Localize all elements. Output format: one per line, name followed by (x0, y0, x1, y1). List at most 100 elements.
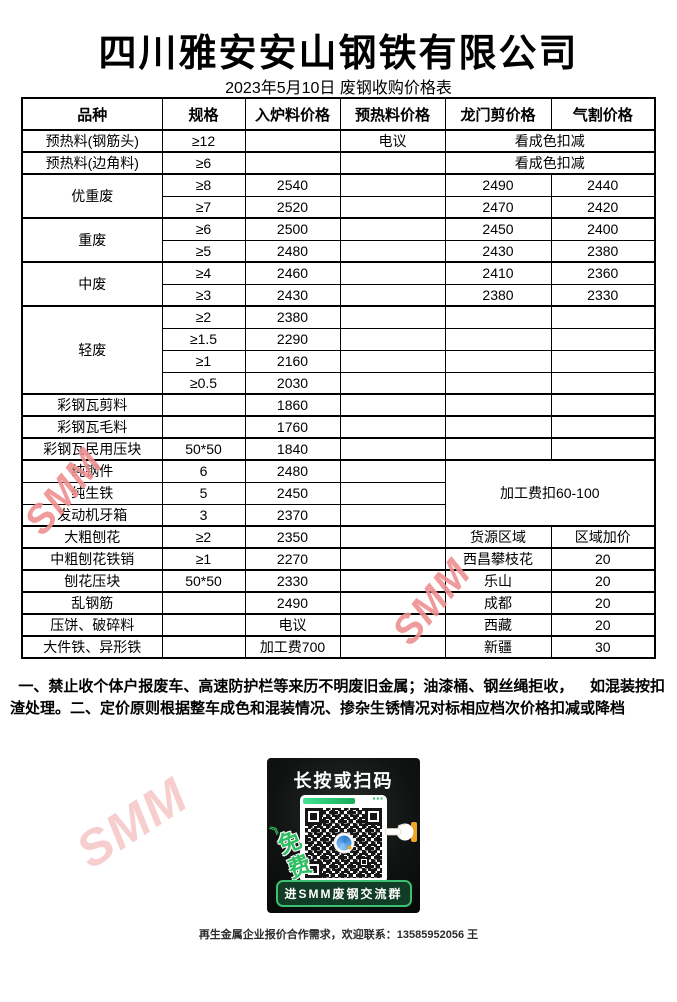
table-cell-category: 预热料(钢筋头) (21, 129, 163, 153)
table-cell (339, 635, 446, 659)
table-cell: 6 (161, 459, 246, 483)
qr-logo-icon (334, 833, 353, 853)
table-cell (444, 437, 552, 461)
table-cell: ≥6 (161, 217, 246, 241)
table-cell: 1840 (244, 437, 341, 461)
pointing-hand-icon (384, 822, 417, 842)
table-cell (444, 415, 552, 439)
table-cell (550, 305, 656, 329)
table-cell-category: 优重废 (21, 173, 163, 219)
table-cell (339, 195, 446, 219)
table-cell (161, 613, 246, 637)
banner-headline: 长按或扫码 (293, 771, 394, 791)
table-row: 中废 ≥4 2460 2410 2360 (21, 261, 656, 307)
table-row: 彩钢瓦剪料 1860 (21, 393, 656, 417)
table-cell (339, 261, 446, 285)
table-cell-category: 彩钢瓦毛料 (21, 415, 163, 439)
table-cell-merged: 加工费扣60-100 (444, 459, 656, 527)
table-row: 预热料(边角料) ≥6 看成色扣减 (21, 151, 656, 175)
table-cell: 2480 (244, 459, 341, 483)
table-cell (161, 393, 246, 417)
table-cell (339, 415, 446, 439)
qr-finder-icon (305, 861, 322, 878)
table-cell: 20 (550, 591, 656, 615)
table-cell: 3 (161, 503, 246, 527)
table-header-row: 品种 规格 入炉料价格 预热料价格 龙门剪价格 气割价格 (21, 97, 656, 131)
join-group-button: 进SMM废钢交流群 (275, 880, 412, 907)
table-cell: 2030 (244, 371, 341, 395)
table-cell: 乐山 (444, 569, 552, 593)
contact-line: 再生金属企业报价合作需求，欢迎联系：13585952056 王 (198, 929, 479, 941)
table-cell-category: 中废 (21, 261, 163, 307)
table-row: 中粗刨花铁销 ≥1 2270 西昌攀枝花 20 (21, 547, 656, 571)
table-row: 发动机牙箱 3 2370 (21, 503, 655, 527)
table-cell: 2360 (550, 261, 656, 285)
table-cell-category: 预热料(边角料) (21, 151, 163, 175)
table-cell: 30 (550, 635, 656, 659)
table-cell: 西昌攀枝花 (444, 547, 552, 571)
table-cell: 区域加价 (550, 525, 656, 549)
table-cell-category: 压饼、破碎料 (21, 613, 163, 637)
table-cell: 2350 (244, 525, 341, 549)
table-cell (339, 217, 446, 241)
table-cell: ≥7 (161, 195, 246, 219)
table-cell-category: 轻废 (21, 305, 163, 395)
table-cell (339, 503, 446, 527)
table-cell (339, 371, 446, 395)
table-cell-category: 发动机牙箱 (21, 503, 163, 527)
qr-banner: 长按或扫码 ▪▪▪ 》 免费 ↘ 进SMM废钢交流群 (267, 758, 420, 913)
table-cell: 2450 (444, 217, 552, 241)
table-cell (550, 415, 656, 439)
table-cell (444, 393, 552, 417)
table-cell (444, 327, 552, 351)
table-cell: 2480 (244, 239, 341, 263)
table-cell: ≥6 (161, 151, 246, 175)
table-cell: 2160 (244, 349, 341, 373)
table-cell: 20 (550, 547, 656, 571)
table-cell: ≥5 (161, 239, 246, 263)
table-cell: ≥2 (161, 525, 246, 549)
table-cell-category: 纯钢件 (21, 459, 163, 483)
table-cell: ≥1.5 (161, 327, 246, 351)
table-row: ≥3 2430 2380 2330 (22, 283, 656, 307)
table-cell: 2380 (550, 239, 656, 263)
qr-card: ▪▪▪ (300, 794, 387, 883)
table-row: 大粗刨花 ≥2 2350 货源区域 区域加价 (21, 525, 656, 549)
table-cell (244, 129, 341, 153)
table-cell: 西藏 (444, 613, 552, 637)
table-cell: 5 (161, 481, 246, 505)
table-cell: 2330 (244, 569, 341, 593)
table-cell (339, 349, 446, 373)
table-cell: 50*50 (161, 437, 246, 461)
table-cell: 2490 (244, 591, 341, 615)
table-cell: 成都 (444, 591, 552, 615)
table-cell (550, 327, 656, 351)
table-cell (339, 327, 446, 351)
table-cell (244, 151, 341, 175)
table-cell: ≥3 (161, 283, 246, 307)
table-cell (161, 635, 246, 659)
table-cell (339, 393, 446, 417)
table-row: 纯生铁 5 2450 (21, 481, 655, 505)
column-header: 气割价格 (550, 97, 656, 131)
table-cell: 2470 (444, 195, 552, 219)
table-cell: 电议 (244, 613, 341, 637)
column-header: 规格 (161, 97, 246, 131)
table-row: 彩钢瓦民用压块 50*50 1840 (21, 437, 656, 461)
column-header: 入炉料价格 (244, 97, 341, 131)
table-cell (339, 151, 446, 175)
table-cell (161, 415, 246, 439)
qr-card-tab (303, 798, 355, 804)
table-cell: 1760 (244, 415, 341, 439)
table-cell (339, 613, 446, 637)
table-cell: 2410 (444, 261, 552, 285)
table-row: 重废 ≥6 2500 2450 2400 (21, 217, 656, 263)
table-cell: 1860 (244, 393, 341, 417)
table-cell: 货源区域 (444, 525, 552, 549)
table-cell (444, 371, 552, 395)
table-cell (339, 569, 446, 593)
table-cell-category: 乱钢筋 (21, 591, 163, 615)
table-cell-category: 刨花压块 (21, 569, 163, 593)
table-cell: 2400 (550, 217, 656, 241)
table-row: 轻废 ≥2 2380 (21, 305, 656, 395)
